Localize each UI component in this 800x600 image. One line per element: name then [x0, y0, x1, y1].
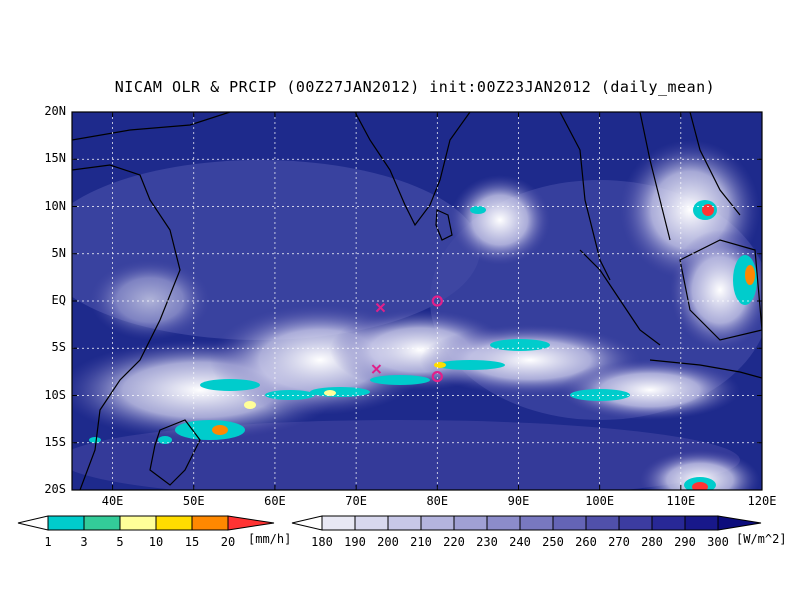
colorbar-segment: [387, 515, 422, 531]
colorbar-segment: [585, 515, 620, 531]
colorbar-label: 200: [377, 535, 399, 549]
lon-label: 100E: [585, 494, 615, 508]
colorbar-label: 20: [220, 535, 236, 549]
colorbar-segment: [486, 515, 521, 531]
coastlines: [72, 112, 762, 490]
lon-label: 110E: [666, 494, 696, 508]
colorbar-label: 3: [80, 535, 88, 549]
colorbar-label: 180: [311, 535, 333, 549]
colorbar-segment: [453, 515, 488, 531]
storm-markers: [371, 295, 443, 383]
colorbar-label: 250: [542, 535, 564, 549]
colorbar-segment: [618, 515, 653, 531]
colorbar-label: 290: [674, 535, 696, 549]
map-title: NICAM OLR & PRCIP (00Z27JAN2012) init:00…: [114, 78, 716, 96]
lon-label: 120E: [747, 494, 777, 508]
colorbar-segment: [420, 515, 455, 531]
x-marker: [371, 364, 382, 374]
lat-label: 10S: [44, 387, 66, 402]
lat-label: 5S: [51, 340, 66, 355]
colorbar-label: 260: [575, 535, 597, 549]
colorbar-label: 280: [641, 535, 663, 549]
colorbar-label: 190: [344, 535, 366, 549]
precipitation-cells: [89, 200, 757, 490]
lon-label: 60E: [264, 494, 286, 508]
lat-label: EQ: [51, 293, 66, 307]
colorbar-segment: [354, 515, 389, 531]
lon-label: 70E: [345, 494, 367, 508]
circle-marker: [431, 295, 443, 307]
colorbar-segment: [47, 515, 85, 531]
colorbar-segment: [119, 515, 157, 531]
lat-label: 10N: [44, 198, 66, 213]
map-field: [72, 112, 762, 490]
colorbar-label: 15: [184, 535, 200, 549]
x-marker: [375, 302, 386, 313]
colorbar-segment: [321, 515, 356, 531]
lat-label: 15S: [44, 434, 66, 449]
colorbar-segment: [191, 515, 229, 531]
colorbar-label: 230: [476, 535, 498, 549]
lat-label: 5N: [51, 245, 66, 260]
colorbar-label: 220: [443, 535, 465, 549]
colorbar-label: 300: [707, 535, 729, 549]
colorbar-label: 1: [44, 535, 52, 549]
lon-label: 40E: [101, 494, 124, 508]
convective-cloud-band: [72, 140, 762, 490]
colorbar-label: 270: [608, 535, 630, 549]
lon-label: 80E: [426, 494, 449, 508]
colorbar-arrow-high: [227, 515, 275, 531]
colorbar-unit: [mm/h]: [248, 532, 292, 546]
lat-label: 15N: [44, 151, 66, 166]
colorbar-label: 240: [509, 535, 531, 549]
lon-label: 90E: [507, 494, 530, 508]
colorbar-arrow-low: [17, 515, 49, 531]
lat-label: 20N: [44, 104, 66, 118]
colorbar-label: 210: [410, 535, 432, 549]
colorbar-unit: [W/m^2]: [736, 532, 787, 546]
precip-colorbar: [17, 515, 275, 531]
colorbar-arrow-low: [291, 515, 323, 531]
colorbar-label: 5: [116, 535, 124, 549]
graticule: [72, 112, 762, 490]
axis-ticks: [72, 111, 763, 491]
colorbar-segment: [552, 515, 587, 531]
colorbar-label: 10: [148, 535, 164, 549]
colorbar-arrow-high: [717, 515, 762, 531]
colorbar-segment: [519, 515, 554, 531]
olr-colorbar: [291, 515, 762, 531]
colorbar-segment: [651, 515, 686, 531]
lon-label: 50E: [182, 494, 205, 508]
colorbar-segment: [155, 515, 193, 531]
circle-marker: [431, 371, 443, 383]
lat-label: 20S: [44, 482, 66, 496]
colorbar-segment: [684, 515, 719, 531]
colorbar-segment: [83, 515, 121, 531]
